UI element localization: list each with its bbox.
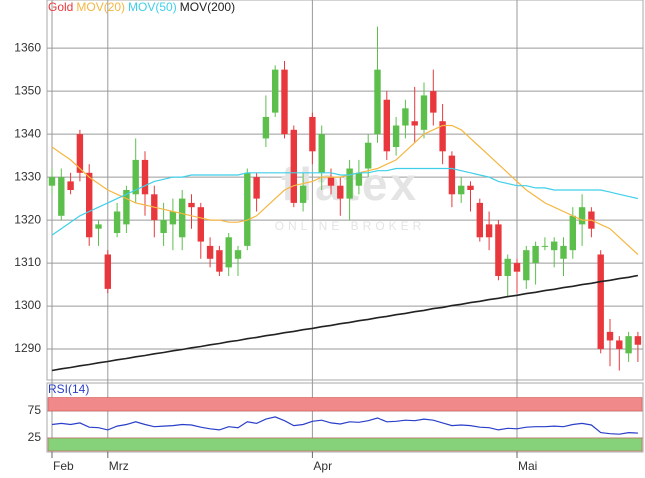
y-tick-label: 1340 [14, 126, 41, 140]
candle-body [188, 202, 195, 208]
moving-average [51, 167, 639, 236]
y-tick-label: 1320 [14, 212, 41, 226]
candle-body [104, 254, 111, 289]
candle-body [551, 241, 558, 251]
candle-body [495, 224, 502, 276]
candle-body [318, 134, 325, 173]
y-tick-label: 1310 [14, 255, 41, 269]
candle-body [402, 108, 409, 126]
y-tick-label: 25 [28, 430, 42, 444]
candle-body [430, 91, 437, 113]
candle-body [355, 172, 363, 186]
candle-body [299, 185, 307, 203]
y-tick-label: 1300 [14, 298, 41, 312]
candle-body [448, 155, 456, 195]
candle-body [225, 237, 232, 268]
candle-body [67, 181, 74, 190]
candle-body [392, 125, 400, 148]
candle-body [132, 159, 139, 195]
legend-entry: MOV(20) [76, 0, 125, 14]
candle-body [48, 177, 56, 186]
candle-body [439, 121, 446, 152]
candle-body [541, 245, 549, 247]
candle-body [169, 211, 177, 225]
candle-body [420, 95, 428, 130]
candle-body [76, 134, 84, 173]
legend-entry: RSI(14) [48, 382, 89, 396]
candle-body [569, 215, 576, 251]
rsi-line [51, 416, 638, 435]
candle-body [365, 142, 372, 169]
candle-body [578, 207, 586, 225]
candle-body [86, 172, 93, 238]
watermark-tagline: ONLINE BROKER [275, 219, 426, 233]
y-tick-label: 1330 [14, 169, 41, 183]
candle-body [244, 172, 251, 246]
candle-body [346, 168, 353, 199]
legend-entry: Gold [48, 0, 73, 14]
candle-body [197, 207, 204, 242]
candle-body [485, 224, 493, 238]
candle-body [458, 185, 465, 195]
x-tick-label: Mrz [109, 459, 129, 473]
candle-body [523, 250, 530, 281]
legend-entry: MOV(50) [128, 0, 177, 14]
candle-body [58, 177, 65, 216]
legend-entry: MOV(200) [180, 0, 235, 14]
candle-body [606, 331, 614, 341]
y-tick-label: 1360 [14, 40, 41, 54]
y-tick-label: 75 [28, 403, 42, 417]
candle-body [532, 245, 539, 264]
candle-body [374, 69, 381, 135]
candle-body [625, 336, 632, 354]
candle-body [616, 340, 623, 350]
candle-body [513, 263, 521, 272]
y-tick-label: 1350 [14, 83, 41, 97]
candle-body [141, 159, 149, 195]
candle-body [327, 177, 335, 186]
candle-body [113, 211, 121, 233]
candle-body [123, 190, 130, 225]
x-tick-label: Mai [518, 459, 537, 473]
candle-body [216, 250, 223, 272]
candle-body [504, 258, 511, 276]
candle-body [95, 224, 102, 229]
x-tick-label: Apr [313, 459, 332, 473]
moving-average [51, 124, 639, 255]
y-tick-label: 1290 [14, 341, 41, 355]
candle-body [337, 185, 344, 199]
moving-average [51, 274, 639, 372]
rsi-band [47, 397, 643, 412]
x-tick-label: Feb [53, 459, 74, 473]
candle-body [290, 129, 297, 203]
candle-body [262, 116, 270, 139]
candle-body [234, 250, 242, 259]
candle-body [281, 69, 288, 135]
candle-body [411, 121, 418, 126]
candle-body [597, 254, 604, 350]
candle-body [383, 99, 390, 152]
candle-body [634, 336, 642, 345]
candle-body [309, 116, 316, 152]
candle-body [179, 198, 186, 238]
candle-body [272, 69, 279, 113]
candle-body [206, 245, 214, 259]
candle-body [560, 245, 567, 259]
rsi-band [47, 437, 643, 452]
candle-body [476, 202, 483, 238]
candle-body [253, 177, 260, 199]
candle-body [160, 220, 167, 233]
candle-body [467, 185, 474, 190]
